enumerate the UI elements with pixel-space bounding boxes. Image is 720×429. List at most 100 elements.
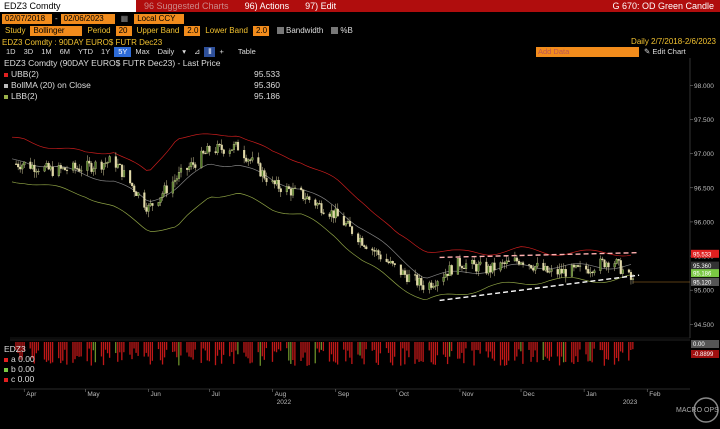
checkbox-icon [277, 27, 284, 35]
histogram-bar [178, 342, 180, 366]
candle-body [116, 163, 119, 168]
candle-body [129, 170, 132, 184]
candle-body [19, 166, 22, 170]
candle-body [464, 263, 468, 270]
actions-menu[interactable]: 96) Actions [244, 1, 290, 11]
histogram-bar [163, 342, 166, 358]
candle-body [249, 159, 252, 161]
candle-body [15, 163, 18, 165]
histogram-bar [62, 342, 64, 361]
candle-body [401, 270, 404, 275]
title-bar: EDZ3 Comdty 96 Suggested Charts 96) Acti… [0, 0, 720, 12]
candle-body [471, 260, 474, 264]
candle-body [436, 281, 439, 287]
histogram-bar [373, 342, 375, 350]
candle-body [542, 262, 545, 271]
histogram-bar [377, 342, 380, 365]
currency-select[interactable]: Local CCY [134, 13, 185, 24]
candle-body [200, 150, 203, 168]
date-from-input[interactable]: 02/07/2018 [2, 13, 52, 24]
period-3d[interactable]: 3D [23, 46, 34, 56]
histogram-bar [491, 342, 494, 359]
period-6m[interactable]: 6M [59, 46, 71, 56]
lower-band-input[interactable]: 2.0 [253, 25, 269, 36]
table-button[interactable]: Table [237, 46, 256, 56]
date-to-input[interactable]: 02/06/2023 [60, 13, 115, 24]
candle-body [420, 277, 423, 286]
upper-band-line [11, 133, 632, 257]
period-1d[interactable]: 1D [6, 46, 16, 56]
histogram-bar [261, 342, 263, 357]
period-1m[interactable]: 1M [41, 46, 52, 56]
edit-menu[interactable]: 97) Edit [305, 1, 337, 11]
candle-body [163, 185, 166, 194]
edit-chart-button[interactable]: ✎ Edit Chart [644, 47, 686, 57]
upper-band-input[interactable]: 2.0 [184, 25, 201, 36]
histogram-bar [379, 342, 382, 354]
histogram-bar [516, 342, 518, 357]
bandwidth-checkbox[interactable]: Bandwidth [271, 26, 323, 35]
candle-body [491, 262, 494, 273]
histogram-bar [306, 342, 308, 366]
histogram-bar [119, 342, 121, 353]
add-icon[interactable]: + [219, 46, 224, 56]
candle-body [265, 178, 268, 183]
histogram-bar [375, 342, 377, 363]
add-data-input[interactable]: Add Data [536, 47, 639, 57]
x-tick-label: Jun [150, 391, 161, 398]
suggested-charts-menu[interactable]: 96 Suggested Charts [144, 1, 229, 11]
candle-body [389, 260, 392, 264]
chevron-down-icon[interactable]: ▾ [182, 46, 187, 56]
period-max[interactable]: Max [135, 46, 150, 56]
histogram-bar [546, 342, 548, 359]
lower-legend-a: a 0.00 [0, 354, 35, 364]
histogram-bar [37, 342, 40, 351]
legend-swatch [4, 83, 8, 88]
candle-body [631, 278, 635, 280]
candle-body [475, 264, 478, 272]
histogram-bar [151, 342, 154, 361]
candle-body [619, 260, 622, 274]
histogram-bar [292, 342, 294, 361]
study-select[interactable]: Bollinger [30, 25, 83, 36]
candle-body [157, 202, 160, 206]
candle-body [63, 167, 67, 171]
period-input[interactable]: 20 [115, 25, 132, 36]
histogram-bar [131, 342, 133, 360]
frequency-select[interactable]: Daily [157, 46, 175, 56]
chart-legend: EDZ3 Comdty (90DAY EURO$ FUTR Dec23) - L… [0, 58, 286, 102]
histogram-bar [188, 342, 190, 357]
candle-chart-icon[interactable]: ⫴ [204, 46, 216, 57]
candle-body [621, 269, 624, 274]
histogram-bar [106, 342, 109, 354]
candle-body [605, 262, 608, 268]
histogram-bar [247, 342, 249, 359]
candle-body [21, 164, 24, 170]
histogram-bar [448, 342, 451, 357]
candle-body [188, 166, 191, 170]
histogram-bar [176, 342, 178, 358]
histogram-bar [463, 342, 465, 364]
candle-body [151, 203, 154, 206]
histogram-bar [49, 342, 52, 364]
histogram-bar [249, 342, 251, 364]
period-ytd[interactable]: YTD [78, 46, 94, 56]
period-5y[interactable]: 5Y [114, 46, 132, 57]
y-tick-label: 96.000 [694, 219, 714, 226]
histogram-bar [457, 342, 459, 359]
histogram-bar [622, 342, 624, 353]
histogram-bar [286, 342, 288, 349]
histogram-bar [357, 342, 359, 355]
histogram-bar [302, 342, 304, 358]
x-tick-label: Jan [586, 391, 597, 398]
calendar-icon[interactable]: ▦ [120, 14, 129, 23]
histogram-bar [599, 342, 601, 351]
edit-chart-label: Edit Chart [652, 47, 686, 56]
security-field[interactable]: EDZ3 Comdty [0, 0, 136, 12]
period-1y[interactable]: 1Y [101, 46, 111, 56]
pctb-checkbox[interactable]: %B [325, 26, 353, 35]
histogram-bar [414, 342, 416, 364]
line-chart-icon[interactable]: ⊿ [194, 46, 201, 56]
histogram-bar [314, 342, 316, 364]
histogram-bar [318, 342, 320, 353]
